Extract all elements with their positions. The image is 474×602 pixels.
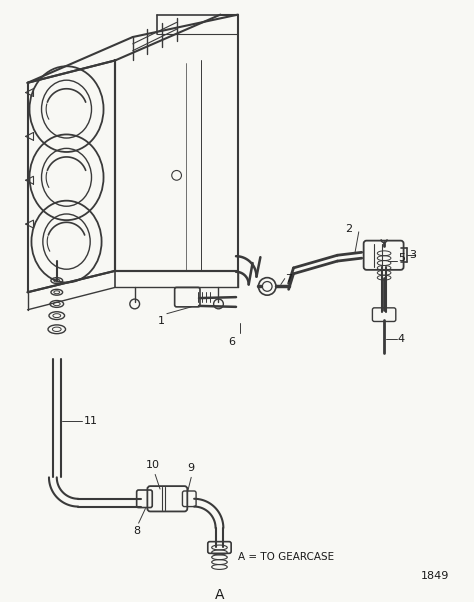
Text: 5: 5 [398, 253, 405, 263]
Text: A: A [215, 588, 224, 602]
Text: 6: 6 [228, 337, 235, 347]
Text: 8: 8 [133, 526, 140, 536]
Text: 2: 2 [345, 224, 352, 234]
Text: 4: 4 [398, 334, 405, 344]
Text: 11: 11 [84, 416, 98, 426]
Text: A = TO GEARCASE: A = TO GEARCASE [238, 552, 334, 562]
Text: 1: 1 [158, 315, 165, 326]
Text: 9: 9 [187, 464, 194, 473]
Text: 3: 3 [410, 250, 417, 260]
Text: 10: 10 [146, 459, 159, 470]
Text: 1849: 1849 [421, 571, 449, 581]
Text: 7: 7 [285, 275, 292, 285]
